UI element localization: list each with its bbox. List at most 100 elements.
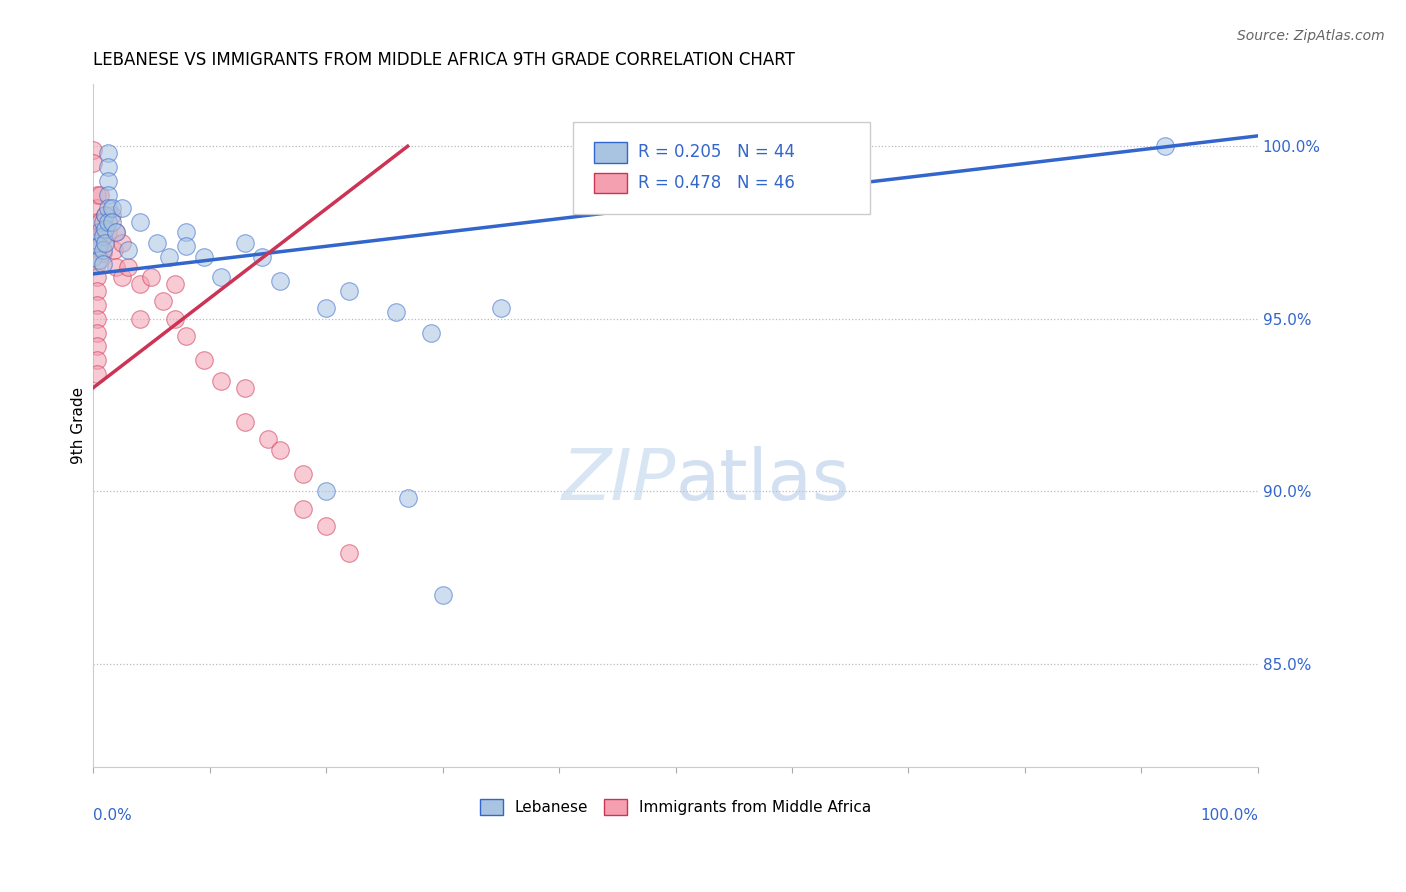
Point	[97, 215, 120, 229]
Point	[101, 215, 124, 229]
Point	[1153, 139, 1175, 153]
Point	[269, 274, 291, 288]
Point	[111, 235, 134, 250]
Text: R = 0.478   N = 46: R = 0.478 N = 46	[638, 174, 796, 192]
Text: Source: ZipAtlas.com: Source: ZipAtlas.com	[1237, 29, 1385, 43]
Point	[101, 208, 124, 222]
Bar	[593, 173, 627, 194]
Point	[86, 243, 108, 257]
Point	[176, 239, 198, 253]
Point	[233, 235, 256, 250]
Text: ZIP: ZIP	[561, 446, 675, 515]
Point	[315, 518, 337, 533]
Point	[86, 202, 108, 216]
Point	[86, 215, 108, 229]
Point	[87, 253, 110, 268]
Point	[97, 160, 120, 174]
Point	[82, 156, 104, 170]
Point	[86, 256, 108, 270]
Point	[269, 442, 291, 457]
Point	[339, 284, 361, 298]
Point	[103, 243, 125, 257]
Point	[82, 250, 104, 264]
Point	[117, 243, 139, 257]
Point	[141, 270, 163, 285]
Point	[152, 294, 174, 309]
Point	[86, 270, 108, 285]
Point	[86, 229, 108, 244]
Point	[105, 226, 128, 240]
Point	[176, 329, 198, 343]
Point	[89, 215, 111, 229]
Text: 0.0%: 0.0%	[93, 808, 132, 823]
Bar	[593, 142, 627, 162]
Point	[233, 381, 256, 395]
Point	[86, 298, 108, 312]
Point	[385, 305, 408, 319]
Point	[157, 250, 180, 264]
Point	[91, 229, 114, 244]
Point	[432, 588, 454, 602]
Point	[97, 174, 120, 188]
Point	[176, 226, 198, 240]
Point	[86, 367, 108, 381]
Point	[97, 146, 120, 161]
Legend: Lebanese, Immigrants from Middle Africa: Lebanese, Immigrants from Middle Africa	[474, 793, 877, 822]
Point	[117, 260, 139, 274]
Text: 100.0%: 100.0%	[1199, 808, 1258, 823]
Point	[128, 215, 150, 229]
Point	[315, 301, 337, 316]
Point	[94, 208, 117, 222]
Point	[419, 326, 441, 340]
Point	[97, 187, 120, 202]
Point	[101, 202, 124, 216]
Point	[163, 277, 186, 292]
Point	[82, 143, 104, 157]
Point	[94, 222, 117, 236]
Point	[163, 311, 186, 326]
Point	[97, 202, 120, 216]
Point	[291, 501, 314, 516]
Point	[209, 270, 232, 285]
Point	[86, 311, 108, 326]
Point	[94, 208, 117, 222]
Point	[86, 339, 108, 353]
Point	[193, 250, 215, 264]
Point	[209, 374, 232, 388]
Point	[291, 467, 314, 481]
Point	[86, 353, 108, 368]
Point	[315, 484, 337, 499]
Point	[233, 415, 256, 429]
Point	[489, 301, 512, 316]
Point	[86, 187, 108, 202]
Point	[91, 226, 114, 240]
Point	[128, 277, 150, 292]
Point	[87, 239, 110, 253]
Point	[87, 226, 110, 240]
Point	[146, 235, 169, 250]
Point	[82, 235, 104, 250]
Point	[91, 215, 114, 229]
Point	[105, 226, 128, 240]
Point	[89, 187, 111, 202]
Point	[396, 491, 419, 505]
Point	[111, 270, 134, 285]
Point	[97, 226, 120, 240]
FancyBboxPatch shape	[574, 121, 870, 214]
Point	[91, 246, 114, 260]
Point	[91, 243, 114, 257]
Point	[86, 284, 108, 298]
Point	[91, 256, 114, 270]
Text: atlas: atlas	[675, 446, 849, 515]
Y-axis label: 9th Grade: 9th Grade	[72, 387, 86, 464]
Point	[257, 433, 280, 447]
Point	[86, 326, 108, 340]
Text: R = 0.205   N = 44: R = 0.205 N = 44	[638, 144, 796, 161]
Point	[111, 202, 134, 216]
Point	[250, 250, 273, 264]
Point	[128, 311, 150, 326]
Point	[94, 235, 117, 250]
Point	[105, 260, 128, 274]
Point	[193, 353, 215, 368]
Text: LEBANESE VS IMMIGRANTS FROM MIDDLE AFRICA 9TH GRADE CORRELATION CHART: LEBANESE VS IMMIGRANTS FROM MIDDLE AFRIC…	[93, 51, 794, 69]
